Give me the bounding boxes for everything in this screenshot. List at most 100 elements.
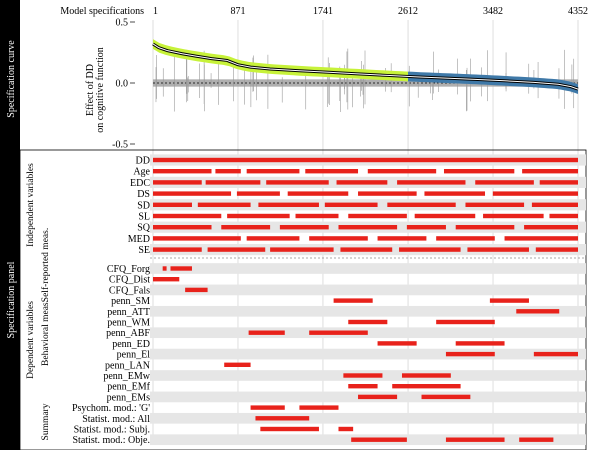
dependent-label: penn_ED bbox=[112, 339, 150, 350]
independent-marker-segment bbox=[246, 169, 300, 174]
dependent-marker-segment bbox=[489, 298, 529, 303]
independent-marker-segment bbox=[340, 247, 393, 252]
top-tick-label: 1741 bbox=[313, 6, 333, 17]
independent-marker-segment bbox=[221, 225, 271, 230]
independent-marker-segment bbox=[406, 225, 446, 230]
independent-label: SD bbox=[137, 200, 150, 211]
dependent-row-bg bbox=[150, 348, 586, 360]
sub-label-summary: Summary bbox=[41, 403, 51, 440]
dependent-label: penn_SM bbox=[111, 296, 150, 307]
dependent-label: Statist. mod.: Subj. bbox=[74, 425, 150, 436]
independent-marker-segment bbox=[153, 180, 202, 185]
independent-marker-segment bbox=[414, 213, 476, 219]
dependent-label: penn_El bbox=[117, 350, 151, 361]
independent-marker-segment bbox=[377, 236, 427, 241]
dependent-label: penn_EMw bbox=[103, 371, 150, 382]
dependent-marker-segment bbox=[343, 373, 383, 378]
dependent-label: penn_EMf bbox=[107, 382, 150, 393]
independent-marker-segment bbox=[467, 247, 529, 252]
sub-label-selfreport: Self-reported meas. bbox=[40, 228, 51, 302]
independent-marker-segment bbox=[399, 247, 461, 252]
dependent-marker-segment bbox=[153, 277, 180, 282]
independent-marker-segment bbox=[524, 225, 578, 230]
independent-label: SE bbox=[138, 245, 150, 256]
independent-marker-segment bbox=[207, 247, 266, 252]
dependent-marker-segment bbox=[260, 426, 319, 432]
independent-marker-segment bbox=[215, 169, 241, 174]
top-tick-label: 3482 bbox=[483, 6, 503, 17]
independent-label: EDC bbox=[130, 178, 150, 189]
independent-marker-segment bbox=[504, 236, 578, 241]
dependent-row-bg bbox=[150, 263, 586, 274]
dependent-marker-segment bbox=[338, 426, 354, 432]
dependent-label: CFQ_Dist bbox=[109, 275, 150, 286]
ci-band-significant bbox=[153, 39, 409, 82]
dependent-marker-segment bbox=[445, 351, 495, 357]
dependent-label: penn_ABF bbox=[106, 328, 150, 339]
dependent-marker-segment bbox=[516, 309, 560, 314]
independent-marker-segment bbox=[153, 157, 578, 163]
dependent-marker-segment bbox=[162, 266, 167, 271]
dependent-marker-segment bbox=[255, 416, 310, 421]
independent-marker-segment bbox=[436, 236, 495, 241]
sidebar-label-panel: Specification panel bbox=[6, 261, 17, 338]
top-axis-label: Model specifications bbox=[60, 6, 144, 17]
dependent-marker-segment bbox=[421, 394, 471, 400]
dependent-label: CFQ_Fals bbox=[109, 285, 150, 296]
dependent-marker-segment bbox=[401, 373, 451, 378]
independent-label: DD bbox=[136, 156, 150, 167]
top-tick-label: 1 bbox=[153, 6, 158, 17]
sub-label-behavioral: Behavioral meas. bbox=[41, 300, 51, 366]
dependent-label: Statist. mod.: All bbox=[82, 414, 150, 425]
independent-marker-segment bbox=[153, 202, 192, 207]
independent-marker-segment bbox=[535, 247, 578, 252]
top-tick-label: 871 bbox=[230, 6, 245, 17]
dependent-marker-segment bbox=[250, 405, 285, 410]
dependent-marker-segment bbox=[519, 437, 554, 442]
dependent-row-bg bbox=[150, 305, 586, 317]
independent-marker-segment bbox=[236, 191, 280, 196]
independent-marker-segment bbox=[279, 225, 329, 230]
independent-marker-segment bbox=[324, 202, 378, 207]
dependent-marker-segment bbox=[436, 319, 495, 325]
group-label-independent: Independent variables bbox=[26, 163, 36, 247]
independent-marker-segment bbox=[539, 180, 578, 185]
dependent-row-bg bbox=[150, 412, 586, 424]
dependent-marker-segment bbox=[358, 394, 398, 400]
independent-marker-segment bbox=[475, 180, 534, 185]
independent-marker-segment bbox=[153, 225, 212, 230]
independent-label: SL bbox=[138, 212, 150, 223]
independent-marker-segment bbox=[153, 236, 241, 241]
independent-marker-segment bbox=[348, 213, 407, 219]
y-axis-label-line1: Effect of DD bbox=[85, 64, 96, 116]
y-axis-label-line2: on cognitive function bbox=[95, 47, 106, 133]
dependent-marker-segment bbox=[248, 330, 285, 335]
dependent-label: Statist. mod.: Obje. bbox=[73, 435, 151, 446]
independent-marker-segment bbox=[153, 191, 232, 196]
dependent-marker-segment bbox=[348, 384, 378, 389]
independent-marker-segment bbox=[358, 191, 417, 196]
sidebar-label-curve: Specification curve bbox=[6, 40, 17, 118]
dependent-marker-segment bbox=[170, 266, 192, 271]
independent-marker-segment bbox=[367, 169, 437, 174]
independent-marker-segment bbox=[424, 191, 486, 196]
dependent-marker-segment bbox=[224, 362, 251, 367]
independent-label: Age bbox=[133, 167, 150, 178]
independent-marker-segment bbox=[483, 213, 544, 219]
independent-marker-segment bbox=[397, 180, 466, 185]
dependent-marker-segment bbox=[455, 341, 505, 346]
independent-label: DS bbox=[137, 189, 150, 200]
y-tick-label: 0.5 bbox=[116, 18, 129, 29]
independent-marker-segment bbox=[287, 191, 349, 196]
independent-marker-segment bbox=[522, 169, 578, 174]
independent-marker-segment bbox=[270, 247, 334, 252]
y-axis-ticks: 0.5 0.0 -0.5 bbox=[112, 18, 135, 151]
independent-marker-segment bbox=[305, 169, 359, 174]
independent-marker-segment bbox=[153, 213, 222, 219]
top-tick-label: 4352 bbox=[568, 6, 588, 17]
independent-marker-segment bbox=[153, 247, 202, 252]
dependent-row-bg bbox=[150, 327, 586, 339]
top-tick-label: 2612 bbox=[398, 6, 418, 17]
independent-marker-segment bbox=[246, 236, 300, 241]
